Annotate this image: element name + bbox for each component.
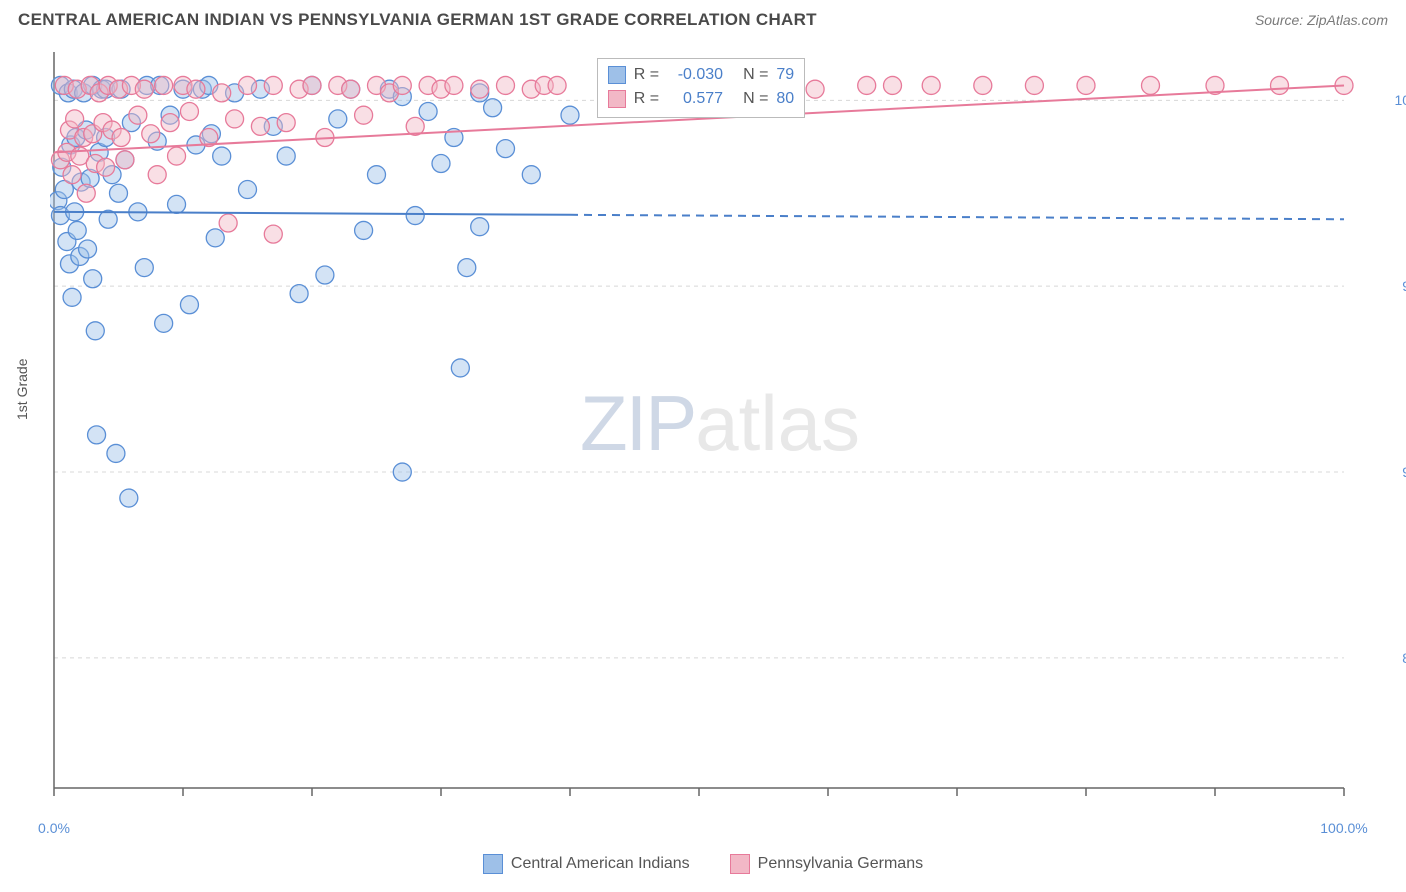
legend-item: Pennsylvania Germans [730,854,923,874]
y-tick-label: 95.0% [1402,278,1406,294]
chart-title: CENTRAL AMERICAN INDIAN VS PENNSYLVANIA … [18,10,817,30]
stats-r-value: -0.030 [667,63,723,87]
x-tick-label: 0.0% [38,820,70,836]
scatter-plot [50,48,1390,808]
stats-swatch [608,66,626,84]
x-tick-label: 100.0% [1320,820,1367,836]
stats-n-label: N = [743,63,768,87]
header: CENTRAL AMERICAN INDIAN VS PENNSYLVANIA … [0,0,1406,36]
chart-area: ZIPatlas R = -0.030 N = 79 R = 0.577 N =… [50,48,1390,808]
stats-row: R = 0.577 N = 80 [608,87,794,111]
stats-swatch [608,90,626,108]
legend-label: Pennsylvania Germans [758,855,923,873]
legend-item: Central American Indians [483,854,690,874]
legend-label: Central American Indians [511,855,690,873]
correlation-stats-box: R = -0.030 N = 79 R = 0.577 N = 80 [597,58,805,118]
legend-swatch [483,854,503,874]
stats-r-value: 0.577 [667,87,723,111]
source-label: Source: ZipAtlas.com [1255,12,1388,28]
legend-swatch [730,854,750,874]
y-tick-label: 90.0% [1402,464,1406,480]
stats-n-value: 79 [776,63,794,87]
stats-r-label: R = [634,63,659,87]
stats-n-value: 80 [776,87,794,111]
y-axis-label: 1st Grade [14,359,30,420]
stats-row: R = -0.030 N = 79 [608,63,794,87]
y-tick-label: 85.0% [1402,650,1406,666]
bottom-legend: Central American Indians Pennsylvania Ger… [0,854,1406,874]
stats-n-label: N = [743,87,768,111]
y-tick-label: 100.0% [1395,92,1406,108]
stats-r-label: R = [634,87,659,111]
